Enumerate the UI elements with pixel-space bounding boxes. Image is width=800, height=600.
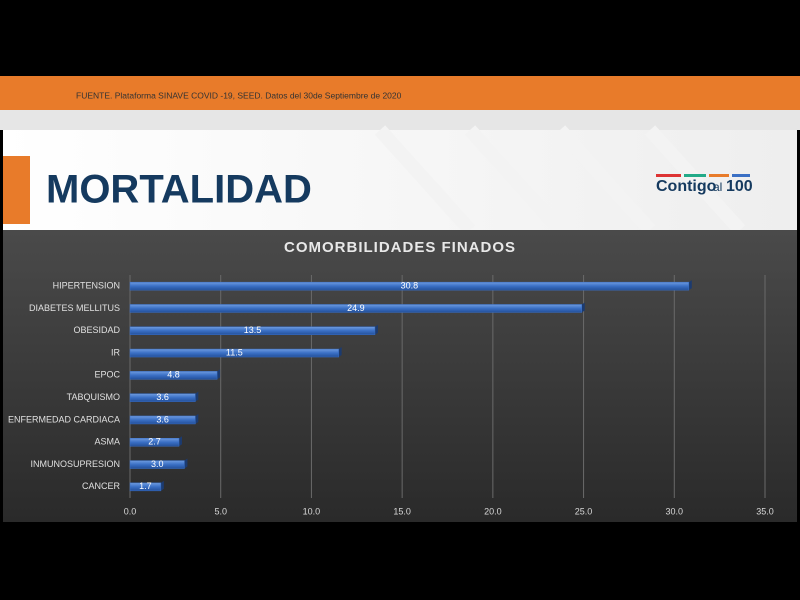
x-tick-label: 25.0 bbox=[575, 506, 593, 516]
y-tick-label: ASMA bbox=[94, 437, 120, 447]
x-tick-label: 5.0 bbox=[214, 506, 227, 516]
x-tick-label: 30.0 bbox=[666, 506, 684, 516]
chart-area bbox=[3, 230, 797, 522]
value-label: 30.8 bbox=[401, 281, 419, 291]
value-label: 11.5 bbox=[226, 347, 243, 357]
bar bbox=[129, 348, 339, 358]
y-tick-label: DIABETES MELLITUS bbox=[29, 303, 120, 313]
logo-text: Contigo bbox=[656, 178, 717, 195]
x-tick-label: 10.0 bbox=[303, 506, 321, 516]
value-label: 1.7 bbox=[139, 481, 152, 491]
bar bbox=[129, 438, 180, 447]
y-tick-label: IR bbox=[111, 347, 121, 357]
bar bbox=[129, 304, 583, 313]
y-tick-label: EPOC bbox=[94, 370, 120, 380]
bar bbox=[129, 460, 185, 469]
title-accent bbox=[3, 156, 30, 224]
bar bbox=[129, 393, 196, 402]
y-tick-label: CANCER bbox=[82, 481, 121, 491]
logo-dash bbox=[709, 174, 729, 177]
bar bbox=[129, 371, 218, 380]
bar bbox=[129, 482, 162, 492]
y-tick-label: HIPERTENSION bbox=[53, 281, 120, 291]
value-label: 2.7 bbox=[148, 437, 161, 447]
logo-text: 100 bbox=[726, 178, 753, 195]
chart-title: COMORBILIDADES FINADOS bbox=[284, 239, 516, 256]
decor-stripes bbox=[374, 125, 746, 235]
x-tick-label: 20.0 bbox=[484, 506, 502, 516]
value-label: 3.0 bbox=[151, 459, 164, 469]
value-label: 24.9 bbox=[347, 303, 365, 313]
logo-dash bbox=[684, 174, 706, 177]
divider bbox=[0, 110, 800, 130]
y-tick-label: INMUNOSUPRESION bbox=[30, 459, 120, 469]
y-tick-label: ENFERMEDAD CARDIACA bbox=[8, 414, 120, 424]
source-band bbox=[0, 76, 800, 112]
logo-dash bbox=[656, 174, 681, 177]
slide-title: MORTALIDAD bbox=[46, 168, 312, 212]
logo-dash bbox=[732, 174, 750, 177]
logo: Contigo al 100 bbox=[656, 174, 753, 195]
x-tick-label: 15.0 bbox=[393, 506, 411, 516]
bar bbox=[129, 415, 196, 425]
bar bbox=[129, 281, 690, 291]
y-tick-label: TABQUISMO bbox=[67, 392, 120, 402]
x-tick-label: 35.0 bbox=[756, 506, 774, 516]
y-tick-label: OBESIDAD bbox=[73, 325, 120, 335]
value-label: 4.8 bbox=[167, 370, 180, 380]
value-label: 3.6 bbox=[156, 414, 169, 424]
bar bbox=[129, 326, 376, 335]
source-text: FUENTE. Plataforma SINAVE COVID -19, SEE… bbox=[76, 90, 402, 100]
x-tick-label: 0.0 bbox=[124, 506, 137, 516]
logo-text: al bbox=[713, 180, 722, 194]
value-label: 13.5 bbox=[244, 325, 262, 335]
value-label: 3.6 bbox=[156, 392, 169, 402]
